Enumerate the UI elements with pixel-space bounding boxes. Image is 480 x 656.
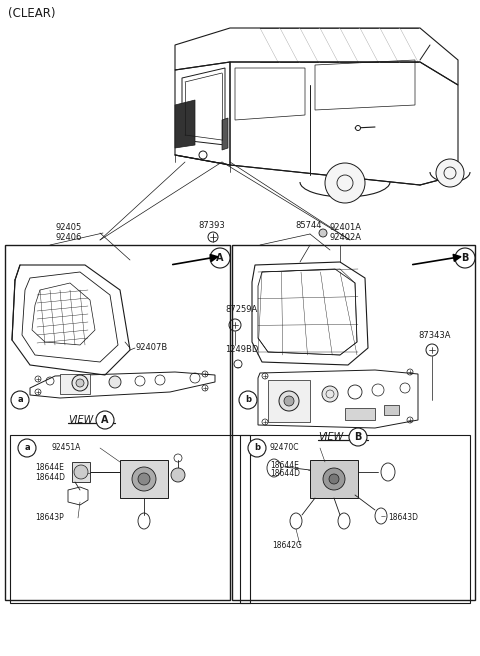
Bar — [120, 460, 168, 498]
Circle shape — [436, 159, 464, 187]
Circle shape — [210, 248, 230, 268]
Bar — [384, 405, 399, 415]
Circle shape — [325, 163, 365, 203]
Bar — [232, 245, 475, 600]
Circle shape — [349, 428, 367, 446]
Text: 18643P: 18643P — [35, 514, 64, 522]
Text: 18644E: 18644E — [270, 461, 299, 470]
Text: 92406: 92406 — [55, 232, 82, 241]
Circle shape — [96, 411, 114, 429]
Polygon shape — [175, 100, 195, 148]
Text: 87343A: 87343A — [418, 331, 451, 340]
Circle shape — [455, 248, 475, 268]
Circle shape — [248, 439, 266, 457]
Text: b: b — [254, 443, 260, 453]
Text: 92405: 92405 — [55, 224, 81, 232]
Text: 92402A: 92402A — [330, 232, 362, 241]
Polygon shape — [222, 118, 228, 150]
Text: 18644D: 18644D — [35, 472, 65, 482]
Circle shape — [284, 396, 294, 406]
Circle shape — [239, 391, 257, 409]
Text: 87259A: 87259A — [225, 306, 257, 314]
Text: 18642G: 18642G — [272, 541, 302, 550]
Text: 92451A: 92451A — [52, 443, 82, 453]
Text: b: b — [245, 396, 251, 405]
Text: B: B — [461, 253, 468, 263]
Circle shape — [11, 391, 29, 409]
Circle shape — [319, 229, 327, 237]
Text: 92401A: 92401A — [330, 224, 362, 232]
Text: 18644D: 18644D — [270, 470, 300, 478]
Circle shape — [72, 375, 88, 391]
Circle shape — [356, 125, 360, 131]
Bar — [240, 435, 470, 603]
Text: 18643D: 18643D — [388, 514, 418, 522]
Text: VIEW: VIEW — [68, 415, 93, 425]
Circle shape — [76, 379, 84, 387]
Bar — [268, 380, 310, 422]
Circle shape — [322, 386, 338, 402]
Text: 18644E: 18644E — [35, 464, 64, 472]
Bar — [310, 460, 358, 498]
Text: VIEW: VIEW — [318, 432, 343, 442]
Text: 1249BD: 1249BD — [225, 346, 258, 354]
Text: 85744: 85744 — [295, 220, 322, 230]
Text: a: a — [17, 396, 23, 405]
Circle shape — [171, 468, 185, 482]
Bar — [345, 408, 375, 420]
Text: 92470C: 92470C — [270, 443, 300, 453]
Text: B: B — [354, 432, 362, 442]
Text: 92407B: 92407B — [135, 344, 167, 352]
Text: 87393: 87393 — [198, 220, 225, 230]
Circle shape — [138, 473, 150, 485]
Circle shape — [74, 465, 88, 479]
Text: (CLEAR): (CLEAR) — [8, 7, 56, 20]
Circle shape — [329, 474, 339, 484]
Bar — [60, 374, 90, 394]
Circle shape — [109, 376, 121, 388]
Circle shape — [323, 468, 345, 490]
Circle shape — [279, 391, 299, 411]
Circle shape — [18, 439, 36, 457]
Text: A: A — [101, 415, 109, 425]
Circle shape — [132, 467, 156, 491]
Bar — [10, 435, 250, 603]
Text: A: A — [216, 253, 224, 263]
Text: a: a — [24, 443, 30, 453]
Bar — [72, 462, 90, 482]
Bar — [5, 245, 230, 600]
